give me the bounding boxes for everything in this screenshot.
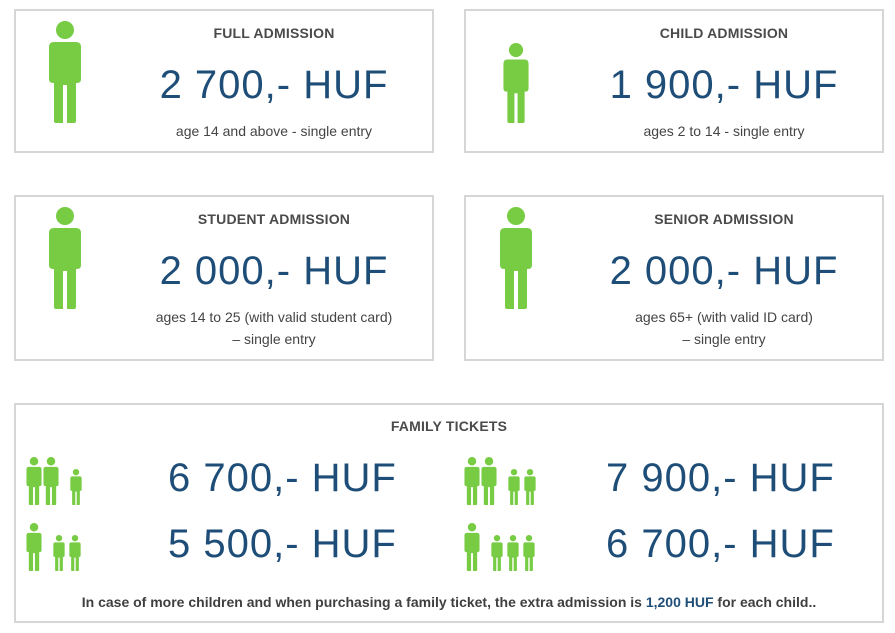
ticket-price: 2 000,- HUF [159,249,389,293]
family-tickets-card: FAMILY TICKETS 6 700,- HUF 7 900,- HUF 5… [14,403,884,623]
ticket-description: ages 2 to 14 - single entry [643,123,805,139]
adult-person-icon [48,207,82,309]
ticket-price: 1 900,- HUF [609,63,839,107]
two-adults-one-child-icon [26,457,82,505]
two-adults-two-children-icon [464,457,536,505]
note-highlight-price: 1,200 HUF [645,594,714,610]
ticket-title: STUDENT ADMISSION [197,211,351,227]
ticket-title: SENIOR ADMISSION [654,211,794,227]
note-text: In case of more children and when purcha… [81,594,642,610]
ticket-description: ages 65+ (with valid ID card) [635,309,813,325]
ticket-description: age 14 and above - single entry [175,123,373,139]
ticket-card-student: STUDENT ADMISSION 2 000,- HUF ages 14 to… [14,195,434,361]
ticket-title: CHILD ADMISSION [659,25,789,41]
child-person-icon [499,43,533,123]
family-title: FAMILY TICKETS [390,418,508,434]
ticket-title: FULL ADMISSION [213,25,335,41]
one-adult-two-children-icon [26,523,81,571]
ticket-description-line2: – single entry [232,331,316,347]
adult-person-icon [499,207,533,309]
family-extra-child-note: In case of more children and when purcha… [16,594,882,610]
family-price: 6 700,- HUF [606,522,835,566]
ticket-card-senior: SENIOR ADMISSION 2 000,- HUF ages 65+ (w… [464,195,884,361]
ticket-card-child: CHILD ADMISSION 1 900,- HUF ages 2 to 14… [464,9,884,153]
one-adult-three-children-icon [464,523,535,571]
adult-person-icon [48,21,82,123]
ticket-card-full: FULL ADMISSION 2 700,- HUF age 14 and ab… [14,9,434,153]
note-text-end: for each child.. [717,594,817,610]
ticket-price: 2 700,- HUF [159,63,389,107]
ticket-description: ages 14 to 25 (with valid student card) [155,309,393,325]
family-price: 6 700,- HUF [168,456,397,500]
family-price: 5 500,- HUF [168,522,397,566]
ticket-price: 2 000,- HUF [609,249,839,293]
ticket-description-line2: – single entry [682,331,766,347]
family-price: 7 900,- HUF [606,456,835,500]
